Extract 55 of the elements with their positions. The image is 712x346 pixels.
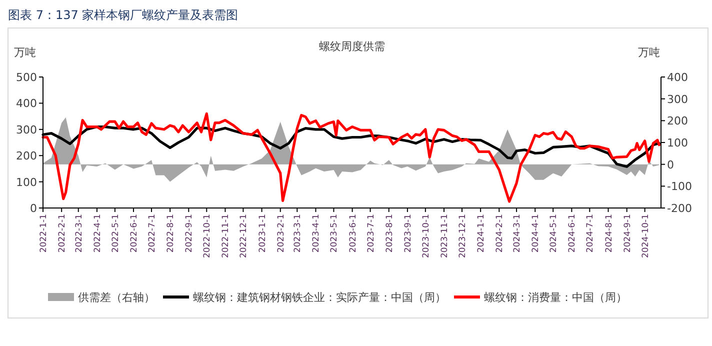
y2-tick-label: 0 xyxy=(667,158,674,172)
x-tick-label: 2023-6-1 xyxy=(348,214,358,253)
x-tick-label: 2024-10-1 xyxy=(640,214,651,258)
x-tick-label: 2024-7-1 xyxy=(586,214,596,253)
x-tick-label: 2024-4-1 xyxy=(531,214,542,253)
y2-tick-label: -200 xyxy=(667,202,692,215)
x-tick-label: 2023-11-1 xyxy=(440,214,450,258)
x-tick-label: 2022-10-1 xyxy=(202,214,213,258)
y2-tick-label: 100 xyxy=(667,136,688,150)
x-tick-label: 2023-12-1 xyxy=(458,214,468,258)
y2-tick-label: 300 xyxy=(667,92,688,106)
legend-label: 螺纹钢：消费量：中国（周） xyxy=(484,291,627,304)
line-series xyxy=(42,112,660,203)
x-tick-label: 2024-5-1 xyxy=(549,214,560,253)
x-tick-label: 2024-1-1 xyxy=(476,214,487,253)
x-tick-label: 2023-1-1 xyxy=(258,214,268,253)
y2-tick-label: 200 xyxy=(667,114,688,128)
chart-subtitle: 螺纹周度供需 xyxy=(319,40,385,53)
x-tick-label: 2022-8-1 xyxy=(166,214,176,253)
x-tick-label: 2023-4-1 xyxy=(312,214,322,253)
x-tick-label: 2023-10-1 xyxy=(421,214,432,258)
x-tick-label: 2024-6-1 xyxy=(568,214,578,253)
legend-label: 供需差（右轴） xyxy=(78,291,155,304)
y2-tick-label: 400 xyxy=(667,71,688,84)
y-tick-label: 400 xyxy=(16,97,37,110)
y-tick-label: 0 xyxy=(30,202,37,215)
y-tick-label: 100 xyxy=(16,176,37,189)
legend-label: 螺纹钢：建筑钢材钢铁企业：实际产量：中国（周） xyxy=(193,291,446,304)
x-tick-label: 2022-3-1 xyxy=(74,214,84,253)
x-tick-label: 2022-4-1 xyxy=(92,214,103,253)
x-tick-label: 2022-1-1 xyxy=(39,214,49,253)
x-tick-label: 2024-8-1 xyxy=(604,214,614,253)
y-axis-title: 万吨 xyxy=(14,46,36,59)
y-tick-label: 200 xyxy=(16,150,37,163)
x-tick-label: 2023-2-1 xyxy=(276,214,286,253)
x-tick-label: 2022-5-1 xyxy=(110,214,121,253)
x-tick-label: 2022-12-1 xyxy=(239,214,250,258)
x-tick-label: 2022-2-1 xyxy=(58,214,68,253)
x-tick-label: 2023-3-1 xyxy=(293,214,304,253)
x-tick-label: 2023-5-1 xyxy=(330,214,340,253)
y-tick-label: 500 xyxy=(16,71,37,84)
x-tick-label: 2022-11-1 xyxy=(221,214,232,258)
x-tick-label: 2022-6-1 xyxy=(130,214,140,253)
x-tick-label: 2022-7-1 xyxy=(147,214,158,253)
x-tick-label: 2023-8-1 xyxy=(384,214,395,253)
x-tick-label: 2022-9-1 xyxy=(184,214,195,253)
y2-tick-label: -100 xyxy=(667,180,692,194)
y-tick-label: 300 xyxy=(16,123,37,136)
x-tick-label: 2023-9-1 xyxy=(403,214,414,253)
chart-title: 图表 7：137 家样本钢厂螺纹产量及表需图 xyxy=(8,8,238,22)
x-tick-label: 2024-3-1 xyxy=(512,214,523,253)
x-tick-label: 2023-7-1 xyxy=(366,214,376,253)
y2-axis-title: 万吨 xyxy=(638,46,660,59)
x-tick-label: 2024-9-1 xyxy=(622,214,633,253)
x-tick-label: 2024-2-1 xyxy=(495,214,506,253)
